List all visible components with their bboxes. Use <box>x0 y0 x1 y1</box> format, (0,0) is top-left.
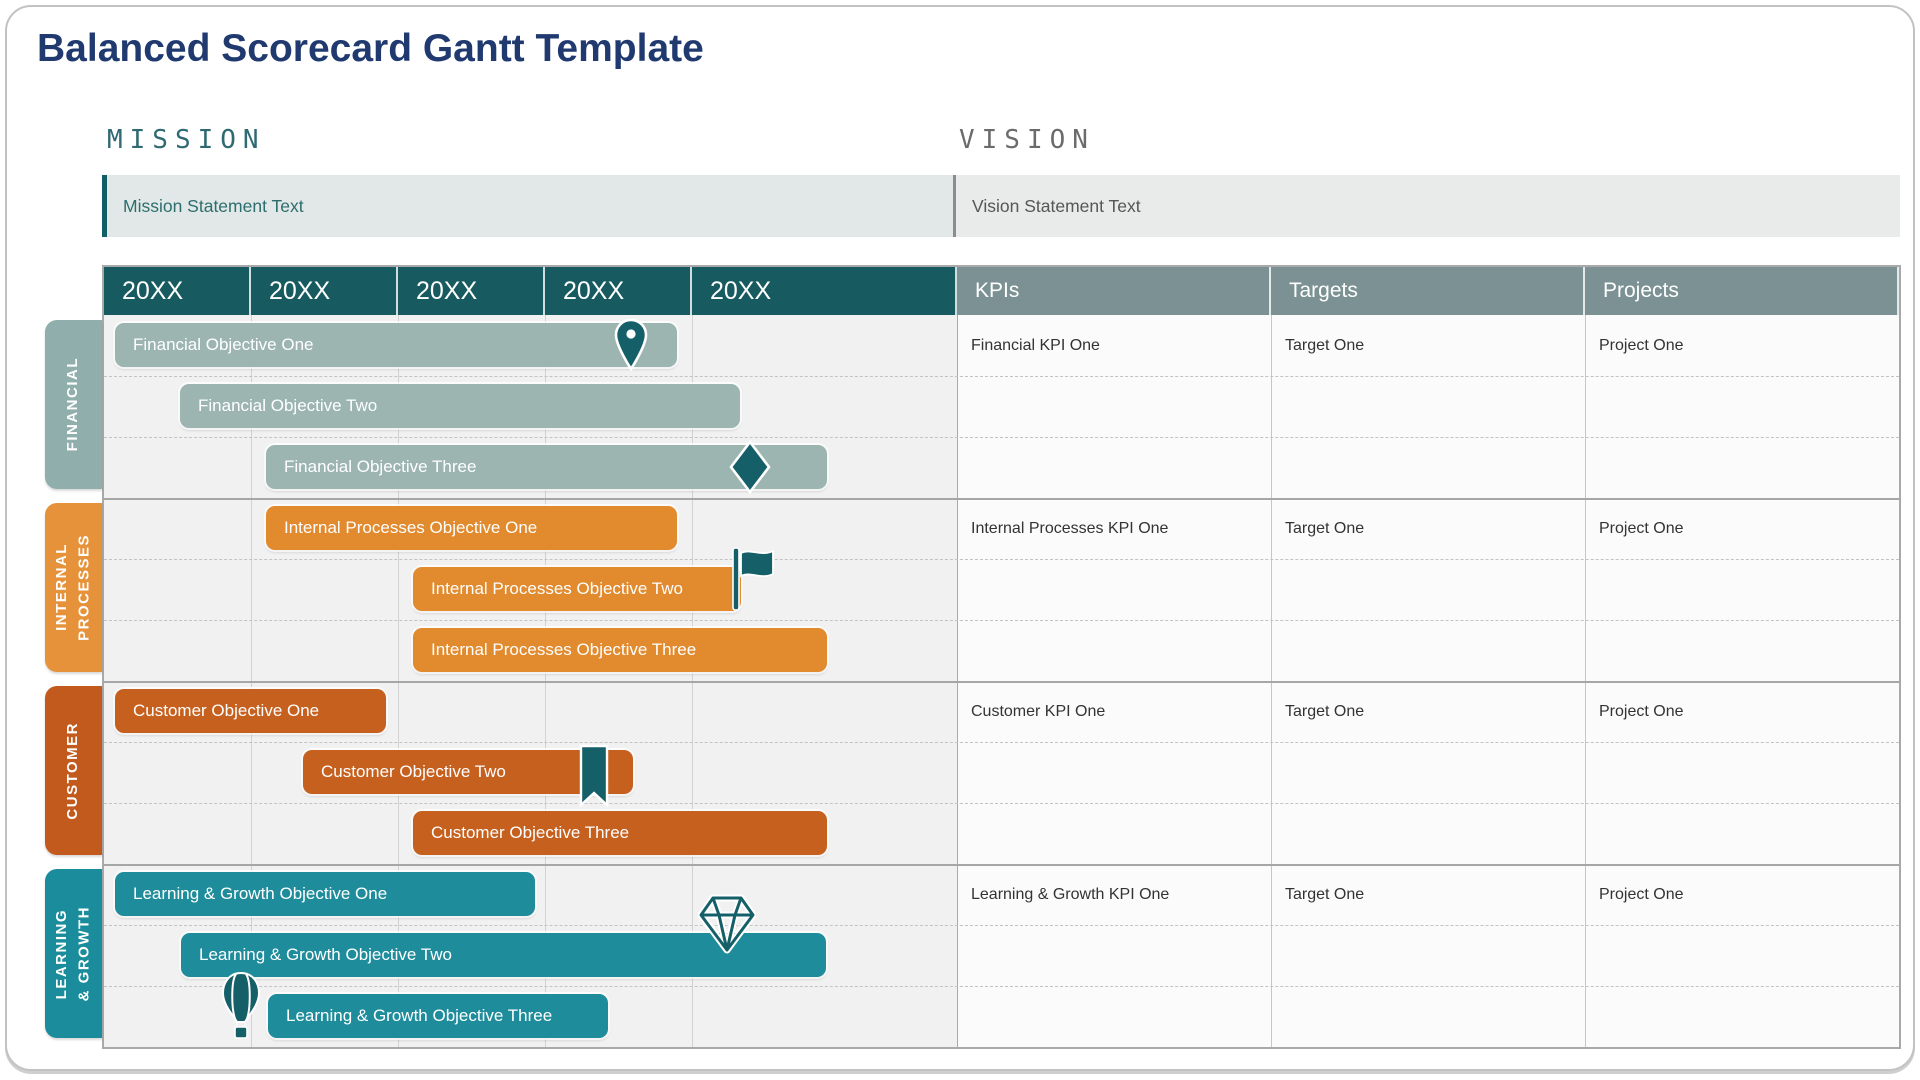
financial-target-cell[interactable]: Target One <box>1285 336 1365 354</box>
gantt-bar-customer-2[interactable]: Customer Objective Two <box>303 750 633 794</box>
perspective-label-internal-processes: INTERNAL PROCESSES <box>45 503 102 672</box>
column-header-targets[interactable]: Targets <box>1271 267 1585 315</box>
section-divider <box>104 864 1899 866</box>
column-header-kpis[interactable]: KPIs <box>957 267 1271 315</box>
learning-growth-target-cell[interactable]: Target One <box>1285 885 1365 903</box>
row-divider <box>104 620 1899 621</box>
perspective-label-text: INTERNAL PROCESSES <box>51 534 96 641</box>
bookmark-milestone-icon <box>578 744 610 813</box>
customer-kpi-cell[interactable]: Customer KPI One <box>971 702 1106 720</box>
row-divider <box>104 986 1899 987</box>
gantt-header-row: 20XX 20XX 20XX 20XX 20XX KPIs Targets Projects <box>104 267 1899 315</box>
perspective-label-text: LEARNING & GROWTH <box>51 906 96 1001</box>
gantt-bar-customer-3[interactable]: Customer Objective Three <box>413 811 827 855</box>
perspective-label-customer: CUSTOMER <box>45 686 102 855</box>
gantt-body: Financial Objective One Financial Objecti… <box>104 315 1899 1047</box>
mission-statement-text[interactable]: Mission Statement Text <box>123 195 304 216</box>
customer-target-cell[interactable]: Target One <box>1285 702 1365 720</box>
year-header-cell[interactable]: 20XX <box>104 267 251 315</box>
gantt-table: 20XX 20XX 20XX 20XX 20XX KPIs Targets Projects … <box>102 265 1901 1049</box>
mission-heading: MISSION <box>107 125 266 155</box>
perspective-label-line: PROCESSES <box>75 534 93 641</box>
perspective-label-learning-growth: LEARNING & GROWTH <box>45 869 102 1038</box>
gantt-bar-financial-2[interactable]: Financial Objective Two <box>180 384 740 428</box>
perspective-label-financial: FINANCIAL <box>45 320 102 489</box>
vision-heading: VISION <box>959 125 1095 155</box>
row-divider <box>104 925 1899 926</box>
perspective-label-line: INTERNAL <box>53 543 70 632</box>
year-header-cell[interactable]: 20XX <box>545 267 692 315</box>
perspective-label-line: CUSTOMER <box>64 721 82 820</box>
gantt-bar-learning-growth-1[interactable]: Learning & Growth Objective One <box>115 872 535 916</box>
page-card: Balanced Scorecard Gantt Template MISSIO… <box>5 5 1915 1071</box>
perspective-label-line: LEARNING <box>53 908 70 999</box>
balloon-milestone-icon <box>220 971 262 1046</box>
year-header-cell[interactable]: 20XX <box>692 267 957 315</box>
internal-processes-project-cell[interactable]: Project One <box>1599 519 1684 537</box>
gantt-bar-financial-1[interactable]: Financial Objective One <box>115 323 677 367</box>
learning-growth-project-cell[interactable]: Project One <box>1599 885 1684 903</box>
diamond-milestone-icon <box>729 439 771 499</box>
gantt-bar-internal-processes-2[interactable]: Internal Processes Objective Two <box>413 567 741 611</box>
flag-milestone-icon <box>729 547 775 616</box>
row-divider <box>104 437 1899 438</box>
gantt-bar-internal-processes-3[interactable]: Internal Processes Objective Three <box>413 628 827 672</box>
perspective-label-text: CUSTOMER <box>62 722 85 820</box>
row-divider <box>104 803 1899 804</box>
year-header-cell[interactable]: 20XX <box>398 267 545 315</box>
section-divider <box>104 498 1899 500</box>
vision-statement-box[interactable]: Vision Statement Text <box>953 175 1900 237</box>
gantt-bar-internal-processes-1[interactable]: Internal Processes Objective One <box>266 506 677 550</box>
location-pin-milestone-icon <box>612 317 650 378</box>
mission-statement-box[interactable]: Mission Statement Text <box>102 175 958 237</box>
internal-processes-kpi-cell[interactable]: Internal Processes KPI One <box>971 519 1169 537</box>
vision-statement-text[interactable]: Vision Statement Text <box>972 195 1141 216</box>
year-header-cell[interactable]: 20XX <box>251 267 398 315</box>
financial-kpi-cell[interactable]: Financial KPI One <box>971 336 1100 354</box>
learning-growth-kpi-cell[interactable]: Learning & Growth KPI One <box>971 885 1170 903</box>
perspective-label-line: FINANCIAL <box>64 357 82 452</box>
gantt-bar-learning-growth-2[interactable]: Learning & Growth Objective Two <box>181 933 826 977</box>
gem-milestone-icon <box>697 893 757 960</box>
row-divider <box>104 376 1899 377</box>
gantt-bar-customer-1[interactable]: Customer Objective One <box>115 689 386 733</box>
customer-project-cell[interactable]: Project One <box>1599 702 1684 720</box>
perspective-label-text: FINANCIAL <box>62 357 85 451</box>
internal-processes-target-cell[interactable]: Target One <box>1285 519 1365 537</box>
financial-project-cell[interactable]: Project One <box>1599 336 1684 354</box>
section-divider <box>104 681 1899 683</box>
row-divider <box>104 559 1899 560</box>
page-title: Balanced Scorecard Gantt Template <box>37 27 704 70</box>
row-divider <box>104 742 1899 743</box>
column-header-projects[interactable]: Projects <box>1585 267 1899 315</box>
perspective-label-line: & GROWTH <box>75 905 93 1002</box>
gantt-bar-learning-growth-3[interactable]: Learning & Growth Objective Three <box>268 994 608 1038</box>
